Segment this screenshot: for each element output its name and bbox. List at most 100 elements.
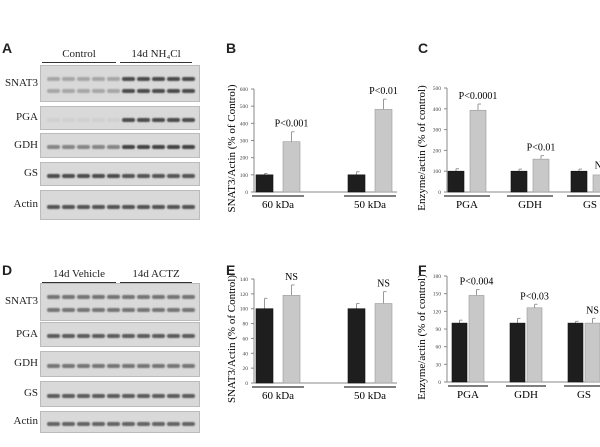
protein-band [152,173,165,178]
group-label: 14d ACTZ [132,268,180,280]
x-tick-label: 60 kDa [262,390,294,402]
bar-treated [374,109,393,193]
protein-band [167,363,180,368]
protein-band [152,393,165,398]
protein-band [167,145,180,150]
protein-band [77,393,90,398]
protein-band [137,363,150,368]
bar-control [255,174,274,193]
protein-band [137,117,150,122]
protein-band [92,88,105,93]
panel-label-d: D [2,262,13,278]
protein-band [92,295,105,300]
y-tick-label: 150 [433,292,442,298]
blot-strip-gs [40,162,200,186]
protein-band [122,295,135,300]
protein-band [77,204,90,209]
protein-band [107,421,120,426]
protein-band [167,307,180,312]
protein-band [152,77,165,82]
protein-band [182,393,195,398]
panel-label-f: F [418,262,427,278]
chart-c: Enzyme/actin (% of control) 0 100 200 300 400… [416,85,600,211]
protein-band [77,145,90,150]
bar-treated [374,303,393,384]
protein-band [137,334,150,339]
protein-band [107,363,120,368]
bar-control [570,170,588,193]
protein-band [167,117,180,122]
y-tick-label: 400 [433,107,442,113]
panel-label-b: B [226,40,237,56]
protein-band [62,307,75,312]
bar-treated [584,322,600,383]
row-label-gs: GS [23,167,38,179]
protein-band [137,173,150,178]
chart-f: Enzyme/actin (% of control) 0 30 60 90 120 150… [416,274,600,401]
protein-band [62,363,75,368]
protein-band [152,145,165,150]
protein-band [107,334,120,339]
protein-band [92,334,105,339]
blot-strip-snat3 [40,65,200,102]
protein-band [137,295,150,300]
protein-band [107,204,120,209]
group-underline [120,282,192,283]
protein-band [122,421,135,426]
y-tick-label: 100 [240,173,249,179]
bar-control [567,322,584,383]
protein-band [62,204,75,209]
protein-band [107,173,120,178]
y-tick-label: 100 [240,307,249,313]
protein-band [152,334,165,339]
y-tick-label: 20 [243,366,249,372]
protein-band [137,204,150,209]
protein-band [62,393,75,398]
protein-band [92,117,105,122]
protein-band [47,421,60,426]
blot-strip-gs [40,381,200,407]
y-tick-label: 80 [243,322,249,328]
bar-treated [526,307,543,383]
row-label-gdh: GDH [14,357,38,369]
protein-band [152,421,165,426]
bar-treated [468,295,485,383]
row-label-snat3: SNAT3 [4,76,38,89]
protein-band [62,173,75,178]
blot-strip-gdh [40,133,200,158]
protein-band [47,363,60,368]
bar-control [447,170,465,193]
protein-band [62,295,75,300]
significance-label: P<0.0001 [459,91,498,102]
bar-control [451,322,468,383]
y-tick-label: 500 [433,86,442,92]
y-tick-label: 500 [240,104,249,110]
protein-band [137,307,150,312]
protein-band [137,145,150,150]
protein-band [182,173,195,178]
protein-band [167,421,180,426]
protein-band [107,117,120,122]
protein-band [92,145,105,150]
blot-strip-gdh [40,351,200,377]
row-label-pga: PGA [15,111,38,123]
significance-label: NS [285,272,298,283]
y-tick-label: 120 [240,292,249,298]
blot-strip-snat3 [40,283,200,321]
y-tick-label: 0 [245,381,248,387]
y-tick-label: 60 [243,336,249,342]
protein-band [122,88,135,93]
x-tick-label: GS [577,389,591,401]
protein-band [182,295,195,300]
x-tick-label: GDH [514,389,538,401]
group-label: 14d NH₄Cl [131,48,181,60]
y-tick-label: 100 [433,169,442,175]
protein-band [137,77,150,82]
row-label-gs: GS [23,387,38,399]
row-label-actin: Actin [13,415,38,427]
bar-control [510,170,528,193]
protein-band [182,334,195,339]
protein-band [47,117,60,122]
protein-band [62,88,75,93]
